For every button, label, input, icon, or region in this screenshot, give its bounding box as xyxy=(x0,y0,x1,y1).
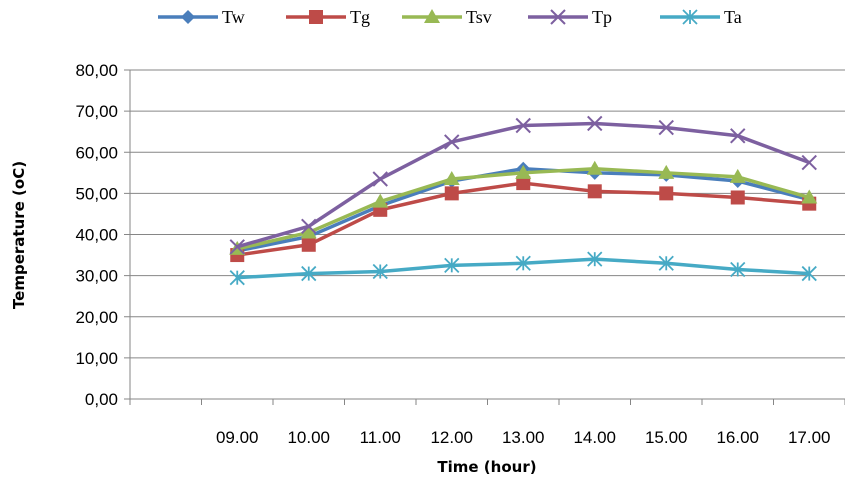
legend-item-tsv: Tsv xyxy=(402,7,492,27)
data-point xyxy=(515,117,531,134)
y-axis-title: Temperature (oC) xyxy=(10,161,28,309)
x-tick-label: 14.00 xyxy=(573,428,616,447)
data-point xyxy=(658,119,674,136)
series-ta xyxy=(229,251,817,286)
series-layer xyxy=(229,115,818,286)
data-point xyxy=(515,164,532,179)
x-tick-labels: 09.00 10.00 11.00 12.00 13.00 14.00 15.00 16.00… xyxy=(216,428,831,447)
legend-label: Tw xyxy=(222,7,245,27)
legend-item-tp: Tp xyxy=(528,7,612,27)
data-point xyxy=(444,186,459,201)
legend-label: Tg xyxy=(350,7,370,27)
x-axis-title: Time (hour) xyxy=(437,458,536,476)
data-point xyxy=(309,10,323,24)
data-point xyxy=(444,257,460,273)
data-point xyxy=(587,251,603,267)
x-tick-label: 17.00 xyxy=(788,428,831,447)
series-line xyxy=(237,181,810,257)
legend: Tw Tg Tsv Tp Ta xyxy=(158,7,742,27)
data-point xyxy=(587,184,602,199)
data-point xyxy=(229,270,245,286)
legend-item-ta: Ta xyxy=(660,7,742,27)
data-point xyxy=(730,190,745,205)
y-tick-label: 70,00 xyxy=(75,102,118,121)
x-tick-label: 09.00 xyxy=(216,428,259,447)
data-point xyxy=(658,255,674,271)
axes xyxy=(124,69,845,405)
data-point xyxy=(730,261,746,278)
legend-item-tg: Tg xyxy=(286,7,370,27)
series-tp xyxy=(229,115,817,255)
gridlines xyxy=(130,69,845,359)
y-tick-label: 50,00 xyxy=(75,184,118,203)
data-point xyxy=(801,154,817,171)
data-point xyxy=(682,9,698,25)
data-point xyxy=(301,265,317,282)
data-point xyxy=(372,263,388,280)
data-point xyxy=(730,128,746,144)
y-tick-label: 10,00 xyxy=(75,349,118,368)
y-tick-label: 0,00 xyxy=(85,390,118,409)
data-point xyxy=(372,193,389,208)
data-point xyxy=(550,9,566,25)
data-point xyxy=(301,237,316,252)
legend-item-tw: Tw xyxy=(158,7,245,27)
x-tick-label: 10.00 xyxy=(287,428,330,447)
x-tick-label: 12.00 xyxy=(430,428,473,447)
data-point xyxy=(300,224,317,239)
data-point xyxy=(515,255,531,271)
y-tick-label: 60,00 xyxy=(75,143,118,162)
data-point xyxy=(229,239,245,255)
y-tick-label: 80,00 xyxy=(75,61,118,80)
legend-label: Tp xyxy=(592,7,612,27)
data-point xyxy=(801,189,818,204)
data-point xyxy=(658,164,675,179)
data-point xyxy=(443,170,460,185)
data-point xyxy=(424,9,440,23)
y-tick-labels: 0,00 10,00 20,00 30,00 40,00 50,00 60,00 70,00 8… xyxy=(75,61,118,409)
data-point xyxy=(444,134,460,150)
data-point xyxy=(586,160,603,175)
x-tick-label: 13.00 xyxy=(502,428,545,447)
legend-label: Ta xyxy=(724,7,742,27)
data-point xyxy=(181,10,195,24)
y-tick-label: 40,00 xyxy=(75,226,118,245)
x-tick-label: 11.00 xyxy=(360,428,401,447)
y-tick-label: 20,00 xyxy=(75,308,118,327)
legend-label: Tsv xyxy=(466,7,492,27)
data-point xyxy=(801,265,817,282)
data-point xyxy=(729,168,746,183)
data-point xyxy=(659,186,674,201)
data-point xyxy=(301,218,317,234)
y-tick-label: 30,00 xyxy=(75,267,118,286)
data-point xyxy=(587,115,603,132)
data-point xyxy=(516,176,531,191)
x-tick-label: 15.00 xyxy=(645,428,688,447)
data-point xyxy=(372,171,388,187)
x-tick-label: 16.00 xyxy=(716,428,759,447)
